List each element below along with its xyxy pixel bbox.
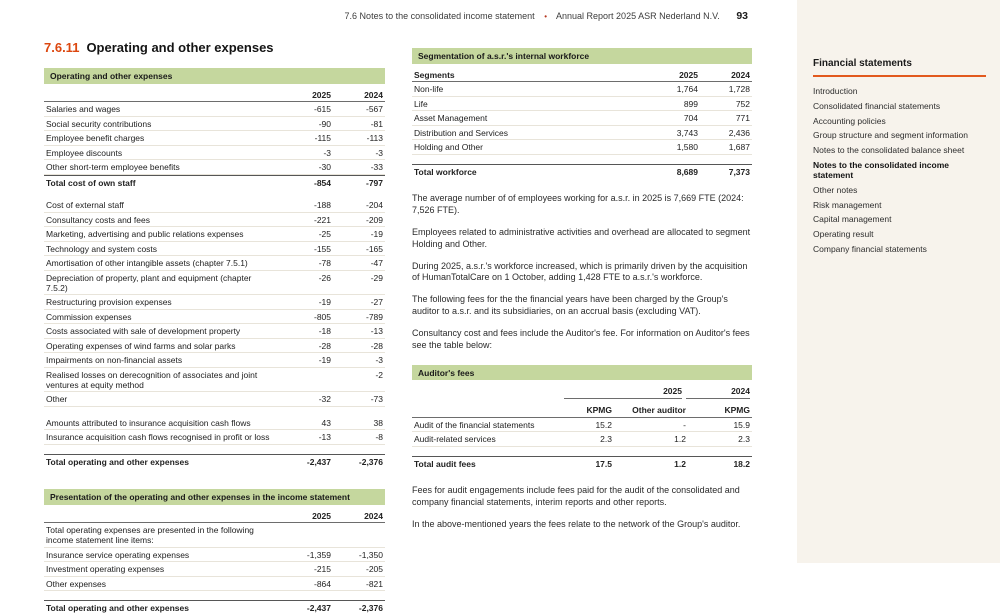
column-header-kpmg-2024: KPMG [724, 405, 751, 416]
table-row: Audit-related services 2.3 1.2 2.3 [412, 432, 752, 447]
column-header-2024: 2024 [731, 69, 750, 80]
body-paragraph: Fees for audit engagements include fees … [412, 485, 740, 508]
table-header-row: Segments 2025 2024 [412, 64, 752, 83]
table-row: Impairments on non-financial assets -19 … [44, 353, 385, 368]
table-row: Total workforce 8,689 7,373 [412, 163, 752, 179]
sidebar-item[interactable]: Introduction [813, 86, 858, 97]
sidebar-item[interactable]: Notes to the consolidated balance sheet [813, 145, 965, 156]
year-group-2025: 2025 [564, 386, 682, 400]
sidebar-item[interactable]: Operating result [813, 229, 874, 240]
column-header-2025: 2025 [312, 89, 331, 100]
segments-column-header: Segments [414, 69, 455, 80]
sidebar-item[interactable]: Capital management [813, 214, 892, 225]
table-row: Salaries and wages -615 -567 [44, 102, 385, 117]
table-title-band: Auditor's fees [412, 364, 752, 381]
table-row: Technology and system costs -155 -165 [44, 242, 385, 257]
presentation-table: Presentation of the operating and other … [44, 489, 385, 615]
table-row: Audit of the financial statements 15.2 -… [412, 418, 752, 433]
breadcrumb: 7.6 Notes to the consolidated income sta… [345, 10, 748, 22]
table-row: Other short-term employee benefits -30 -… [44, 160, 385, 175]
table-row: Non-life 1,764 1,728 [412, 82, 752, 97]
sidebar-item[interactable]: Consolidated financial statements [813, 100, 941, 111]
table-title-band: Segmentation of a.s.r.'s internal workfo… [412, 48, 752, 64]
column-header-other-auditor: Other auditor [632, 405, 686, 416]
body-paragraph: In the above-mentioned years the fees re… [412, 519, 741, 530]
column-header-2025: 2025 [679, 69, 698, 80]
audit-fee-paragraphs: Fees for audit engagements include fees … [412, 485, 752, 531]
table-row: Cost of external staff -188 -204 [44, 198, 385, 213]
year-group-header-row: 2025 2024 [412, 380, 752, 400]
column-header-2025: 2025 [312, 510, 331, 521]
sidebar-nav-list: Introduction Consolidated financial stat… [813, 84, 986, 256]
table-row: Insurance service operating expenses -1,… [44, 548, 385, 563]
sidebar-item[interactable]: Risk management [813, 199, 882, 210]
page-number: 93 [736, 10, 748, 22]
table-title-band: Operating and other expenses [44, 68, 385, 84]
table-row: Consultancy costs and fees -221 -209 [44, 213, 385, 228]
table-header-row: 2025 2024 [44, 505, 385, 524]
auditors-fees-table: Auditor's fees 2025 2024 KPMG Other audi… [412, 364, 752, 471]
table-header-row: KPMG Other auditor KPMG [412, 399, 752, 418]
table-row: Amortisation of other intangible assets … [44, 256, 385, 271]
table-row: Total operating and other expenses -2,43… [44, 600, 385, 615]
breadcrumb-section: 7.6 Notes to the consolidated income sta… [344, 11, 535, 21]
table-row: Total cost of own staff -854 -797 [44, 174, 385, 190]
report-page: 7.6 Notes to the consolidated income sta… [44, 0, 1000, 613]
table-row: Employee discounts -3 -3 [44, 146, 385, 161]
body-paragraph: Consultancy cost and fees include the Au… [412, 328, 750, 350]
body-paragraph: The following fees for the the financial… [412, 294, 728, 317]
table-row: Distribution and Services 3,743 2,436 [412, 126, 752, 141]
table-row: Marketing, advertising and public relati… [44, 227, 385, 242]
table-row: Social security contributions -90 -81 [44, 117, 385, 132]
table-row: Total operating expenses are presented i… [44, 523, 385, 548]
workforce-segmentation-table: Segmentation of a.s.r.'s internal workfo… [412, 48, 752, 178]
sidebar-financial-statements: Financial statements Introduction Consol… [797, 0, 1000, 563]
table-row: Depreciation of property, plant and equi… [44, 271, 385, 296]
table-header-row: 2025 2024 [44, 84, 385, 103]
table-row: Total operating and other expenses -2,43… [44, 453, 385, 469]
sidebar-title: Financial statements [813, 58, 986, 77]
table-row: Employee benefit charges -115 -113 [44, 131, 385, 146]
section-number: 7.6.11 [44, 40, 80, 55]
table-row: Realised losses on derecognition of asso… [44, 368, 385, 393]
table-row: Commission expenses -805 -789 [44, 310, 385, 325]
table-row: Holding and Other 1,580 1,687 [412, 140, 752, 155]
breadcrumb-separator-icon: • [544, 12, 547, 21]
table-row: Restructuring provision expenses -19 -27 [44, 295, 385, 310]
table-row: Operating expenses of wind farms and sol… [44, 339, 385, 354]
table-title-band: Presentation of the operating and other … [44, 489, 385, 505]
table-row: Insurance acquisition cash flows recogni… [44, 430, 385, 445]
workforce-paragraphs: The average number of of employees worki… [412, 193, 752, 352]
column-header-kpmg-2025: KPMG [586, 405, 613, 416]
operating-expenses-table: Operating and other expenses 2025 2024 S… [44, 68, 385, 468]
middle-column: Segmentation of a.s.r.'s internal workfo… [412, 48, 752, 541]
sidebar-item[interactable]: Company financial statements [813, 243, 927, 254]
table-row: Costs associated with sale of developmen… [44, 324, 385, 339]
table-row: Total audit fees 17.5 1.2 18.2 [412, 455, 752, 471]
table-row: Other expenses -864 -821 [44, 577, 385, 592]
sidebar-item[interactable]: Group structure and segment information [813, 130, 968, 141]
left-column: 7.6.11 Operating and other expenses Opera… [44, 40, 385, 615]
column-header-2024: 2024 [364, 89, 383, 100]
section-title-text: Operating and other expenses [86, 40, 274, 55]
year-group-2024: 2024 [686, 386, 750, 400]
body-paragraph: The average number of of employees worki… [412, 193, 744, 215]
breadcrumb-report-title: Annual Report 2025 ASR Nederland N.V. [556, 11, 720, 21]
sidebar-item[interactable]: Accounting policies [813, 115, 886, 126]
column-header-2024: 2024 [364, 510, 383, 521]
table-row: Amounts attributed to insurance acquisit… [44, 416, 385, 431]
sidebar-item[interactable]: Notes to the consolidated income stateme… [813, 159, 950, 181]
table-row: Life 899 752 [412, 97, 752, 112]
table-row: Investment operating expenses -215 -205 [44, 562, 385, 577]
table-row: Other -32 -73 [44, 392, 385, 407]
body-paragraph: During 2025, a.s.r.'s workforce increase… [412, 260, 748, 283]
section-heading: 7.6.11 Operating and other expenses [44, 40, 385, 55]
table-row: Asset Management 704 771 [412, 111, 752, 126]
sidebar-item[interactable]: Other notes [813, 184, 858, 195]
body-paragraph: Employees related to administrative acti… [412, 226, 751, 249]
